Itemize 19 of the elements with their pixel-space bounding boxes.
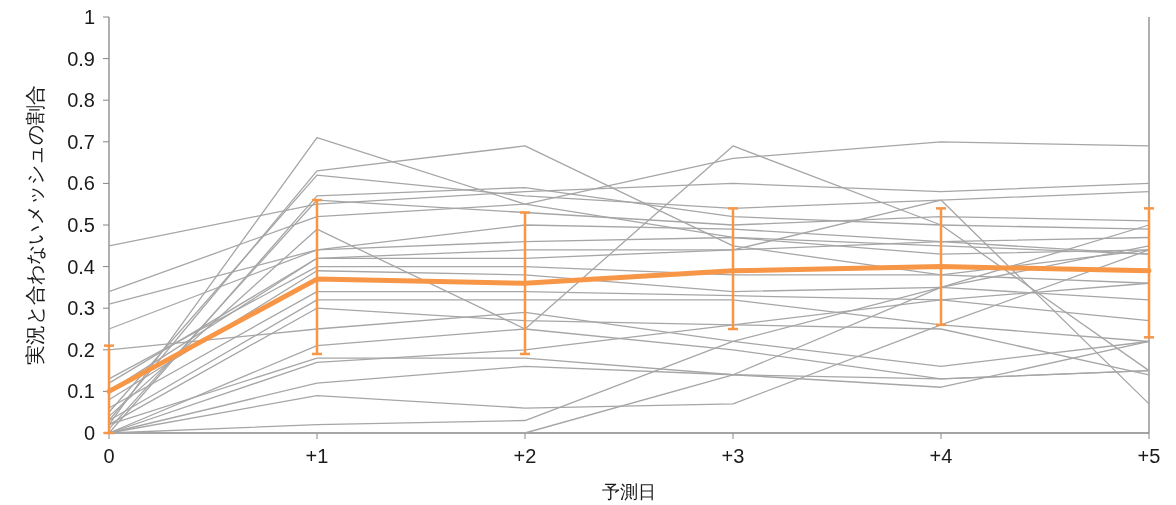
x-tick-label: +5 (1137, 445, 1161, 467)
y-tick-label: 1 (83, 6, 95, 28)
x-tick-label: +2 (513, 445, 537, 467)
x-tick-label: 0 (103, 445, 115, 467)
y-tick-label: 0 (83, 422, 95, 444)
y-tick-label: 0.6 (67, 172, 95, 195)
x-tick-label: +1 (305, 445, 329, 467)
y-tick-label: 0.3 (67, 297, 95, 320)
x-tick-label: +4 (929, 445, 953, 467)
y-tick-label: 0.7 (67, 130, 95, 153)
y-tick-label: 0.2 (67, 338, 95, 361)
y-tick-label: 0.9 (67, 47, 95, 70)
x-tick-label: +3 (721, 445, 745, 467)
y-tick-label: 0.5 (67, 214, 95, 236)
x-axis-title: 予測日 (602, 482, 656, 502)
y-tick-label: 0.4 (67, 255, 95, 278)
y-axis-title: 実況と合わないメッシュの割合 (24, 85, 46, 365)
y-tick-label: 0.8 (67, 89, 95, 112)
y-tick-label: 0.1 (67, 380, 95, 403)
